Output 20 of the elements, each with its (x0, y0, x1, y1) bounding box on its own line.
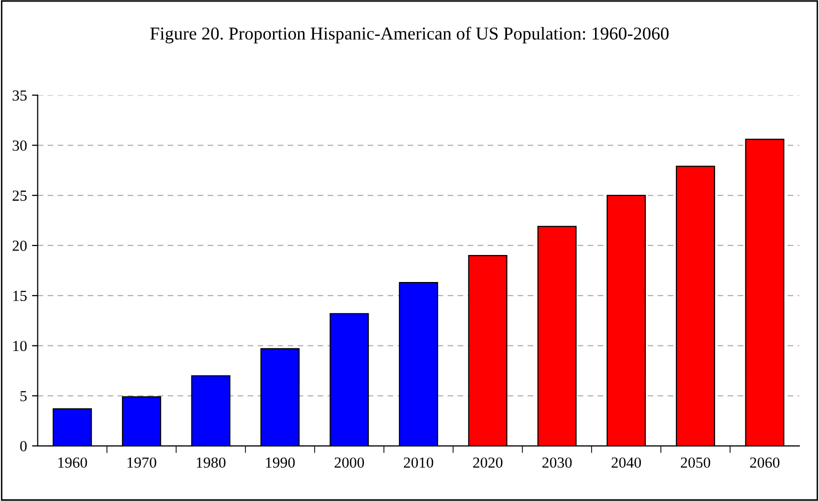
x-tick-label: 2010 (404, 457, 434, 468)
y-tick-label: 25 (12, 190, 27, 201)
x-tick-label: 2060 (750, 457, 780, 468)
x-tick-label: 1990 (266, 457, 295, 468)
y-tick-label: 0 (20, 441, 27, 452)
x-tick-label: 2050 (680, 457, 710, 468)
x-tick-label: 1970 (128, 457, 156, 468)
y-tick-label: 35 (12, 90, 27, 101)
y-tick-label: 20 (12, 240, 27, 251)
x-tick-label: 2030 (542, 457, 572, 468)
y-tick-label: 15 (13, 290, 27, 302)
chart-title: Figure 20. Proportion Hispanic-American of US Population: 1960-2060 (150, 26, 669, 44)
x-tick-label: 2040 (612, 457, 641, 468)
x-tick-label: 2000 (334, 457, 364, 468)
x-tick-label: 1980 (196, 457, 226, 468)
x-tick-label: 2020 (473, 457, 502, 468)
x-tick-label: 1960 (58, 457, 87, 468)
y-tick-label: 5 (20, 391, 27, 402)
y-tick-label: 10 (13, 340, 27, 352)
y-tick-label: 30 (12, 140, 27, 151)
